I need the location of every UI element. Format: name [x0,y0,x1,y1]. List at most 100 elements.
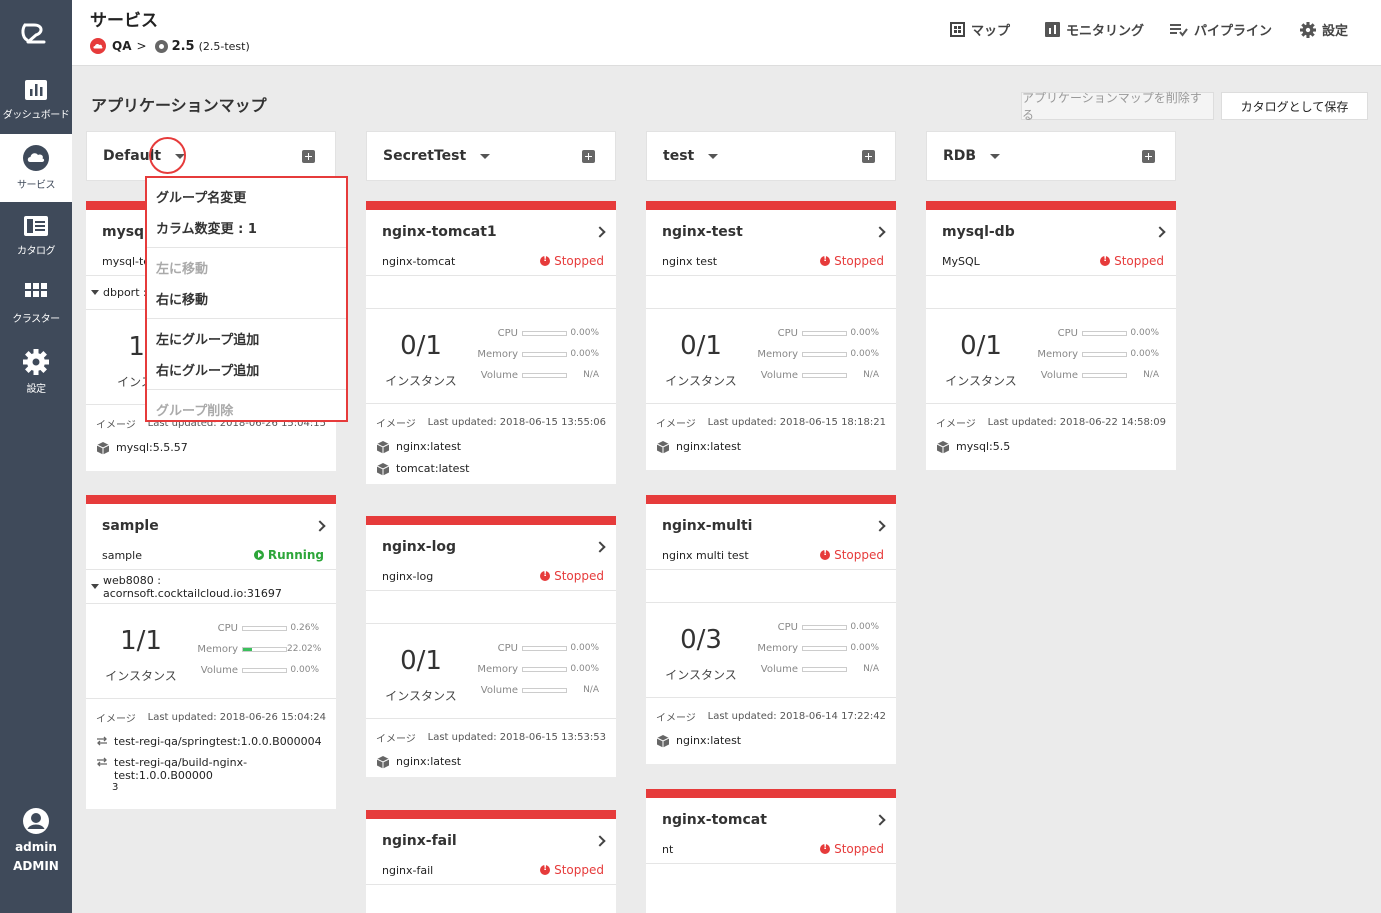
instance-label: インスタンス [105,669,177,683]
nav-map[interactable]: マップ [950,20,1010,39]
card-name[interactable]: nginx-fail [382,832,457,849]
user-profile[interactable]: admin ADMIN [0,808,72,873]
nav-pipeline-label: パイプライン [1194,24,1273,39]
port-row[interactable]: web8080 : acornsoft.cocktailcloud.io:316… [86,569,336,603]
image-item: test-regi-qa/springtest:1.0.0.B000004 [96,735,326,748]
highlight-circle [149,137,186,174]
add-card-icon[interactable] [582,150,595,163]
chevron-right-icon[interactable] [314,519,326,532]
volume-metric: Volume N/A [466,684,606,696]
status-badge: Stopped [820,842,884,856]
chevron-right-icon[interactable] [594,225,606,238]
service-card-sample[interactable]: sample sample Running web8080 : acornsoft… [86,495,336,809]
sidebar-item-catalog[interactable]: カタログ [0,202,72,270]
image-item: nginx:latest [376,755,606,769]
save-catalog-button[interactable]: カタログとして保存 [1221,92,1368,120]
service-card-nginx-tomcat[interactable]: nginx-tomcat nt Stopped [646,789,896,913]
volume-bar [1082,372,1127,378]
card-name[interactable]: mysql- [102,223,155,240]
menu-add-group-right[interactable]: 右にグループ追加 [156,364,260,379]
chevron-right-icon[interactable] [594,540,606,553]
status-badge: Stopped [540,569,604,583]
card-name[interactable]: nginx-test [662,223,743,240]
logo-icon [21,23,46,44]
menu-move-right[interactable]: 右に移動 [156,293,209,308]
chevron-right-icon[interactable] [874,225,886,238]
service-card-nginx-multi[interactable]: nginx-multi nginx multi test Stopped 0/3 … [646,495,896,764]
last-updated: Last updated: 2018-06-15 13:53:53 [427,731,606,743]
cpu-metric: CPU 0.26% [186,622,326,634]
image-item: mysql:5.5.57 [96,441,326,455]
sidebar-item-cluster[interactable]: クラスター [0,270,72,338]
sidebar-item-service[interactable]: サービス [0,134,72,202]
menu-change-columns[interactable]: カラム数変更 : 1 [156,222,257,237]
memory-bar [522,666,567,672]
delete-map-button[interactable]: アプリケーションマップを削除する [1021,91,1214,122]
card-name[interactable]: mysql-db [942,223,1015,240]
app-logo[interactable] [0,0,72,66]
service-card-nginx-fail[interactable]: nginx-fail nginx-fail Stopped [366,810,616,913]
top-header: サービス QA > 2.5 (2.5-test) マップ モニタリング パイプラ… [72,0,1381,66]
service-card-mysql-db[interactable]: mysql-db MySQL Stopped 0/1 インスタンス CPU 0.00… [926,201,1176,470]
instance-count: 0/3 [680,625,722,655]
caret-down-icon[interactable] [91,290,99,295]
status-badge: Stopped [820,254,884,268]
volume-label: Volume [760,369,798,381]
add-card-icon[interactable] [1142,150,1155,163]
metric-area: 0/1 インスタンス CPU 0.00% Memory 0.00% Volume N/… [366,308,616,403]
image-label: イメージ [656,712,696,724]
port-label: dbport : [103,286,147,299]
card-name[interactable]: sample [102,517,159,534]
card-name[interactable]: nginx-tomcat1 [382,223,497,240]
chevron-right-icon[interactable] [874,813,886,826]
instance-label: インスタンス [385,689,457,703]
service-card-nginx-log[interactable]: nginx-log nginx-log Stopped 0/1 インスタンス CP… [366,516,616,777]
empty-row [926,275,1176,308]
nav-monitoring[interactable]: モニタリング [1045,20,1144,39]
breadcrumb: QA > 2.5 (2.5-test) [90,38,250,54]
chevron-right-icon[interactable] [594,834,606,847]
card-footer: イメージ Last updated: 2018-06-14 17:22:42 ng… [646,697,896,764]
nav-pipeline[interactable]: パイプライン [1170,20,1272,39]
card-footer: イメージ Last updated: 2018-06-15 18:18:21 ng… [646,403,896,470]
sidebar-item-dashboard[interactable]: ダッシュボード [0,66,72,134]
service-card-nginx-test[interactable]: nginx-test nginx test Stopped 0/1 インスタンス … [646,201,896,470]
add-card-icon[interactable] [862,150,875,163]
package-icon [376,756,390,769]
chevron-down-icon[interactable] [708,153,719,159]
status-text: Stopped [554,254,604,268]
menu-rename-group[interactable]: グループ名変更 [156,191,247,206]
chevron-down-icon[interactable] [990,153,1001,159]
service-card-nginx-tomcat1[interactable]: nginx-tomcat1 nginx-tomcat Stopped 0/1 イン… [366,201,616,484]
card-name[interactable]: nginx-tomcat [662,811,767,828]
card-desc: nt [662,842,674,856]
nav-settings[interactable]: 設定 [1300,20,1348,39]
map-icon [950,22,965,37]
breadcrumb-version[interactable]: 2.5 [171,38,195,54]
memory-metric: Memory 22.02% [186,643,326,655]
pipeline-icon [1170,24,1188,37]
menu-add-group-left[interactable]: 左にグループ追加 [156,333,260,348]
cpu-label: CPU [497,642,518,654]
card-footer: イメージ Last updated: 2018-06-15 13:53:53 ng… [366,718,616,777]
volume-bar [802,666,847,672]
chevron-right-icon[interactable] [1154,225,1166,238]
status-badge: Stopped [820,548,884,562]
instance-label: インスタンス [665,668,737,682]
package-icon [376,463,390,476]
add-card-icon[interactable] [302,150,315,163]
chevron-down-icon[interactable] [480,153,491,159]
memory-value: 22.02% [287,644,322,654]
chevron-right-icon[interactable] [874,519,886,532]
breadcrumb-cluster[interactable]: QA [112,39,132,53]
sidebar-item-settings[interactable]: 設定 [0,338,72,406]
caret-down-icon[interactable] [91,584,99,589]
card-name[interactable]: nginx-multi [662,517,753,534]
gear-icon [23,349,49,375]
card-name[interactable]: nginx-log [382,538,457,555]
running-icon [253,550,264,560]
image-name: test-regi-qa/springtest:1.0.0.B000004 [114,735,322,748]
port-label: web8080 : acornsoft.cocktailcloud.io:316… [103,573,282,600]
status-text: Running [267,548,324,562]
volume-label: Volume [1040,369,1078,381]
